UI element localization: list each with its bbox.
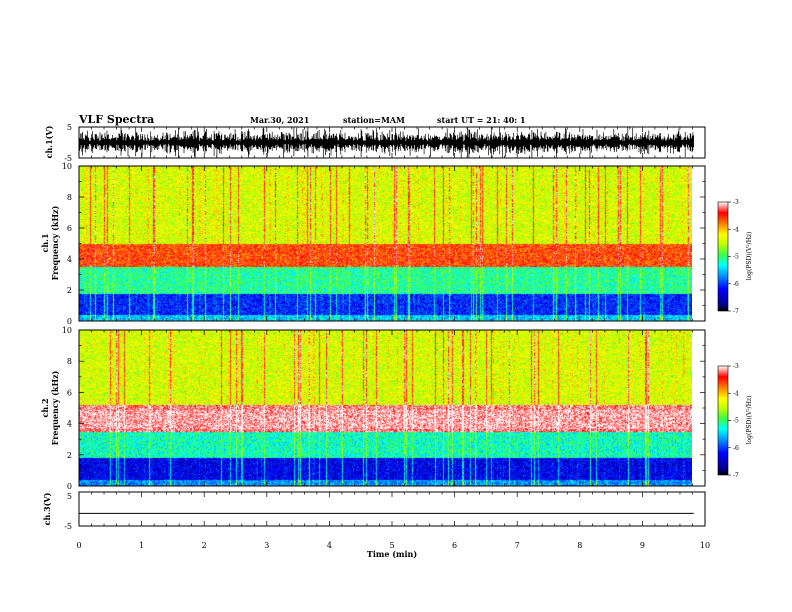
ch2-colorbar-tick: -4 bbox=[733, 390, 739, 397]
ch1-waveform-panel: 5 -5 ch.1(V) bbox=[44, 123, 706, 163]
ch1-colorbar-label: log(PSD)(V²/Hz) bbox=[746, 232, 753, 281]
ch2-ytick-label: 8 bbox=[67, 357, 72, 366]
ch2-colorbar-tick: -6 bbox=[733, 445, 739, 452]
ch2-spectrogram-image bbox=[79, 330, 692, 486]
ch2-ytick-label: 10 bbox=[62, 326, 72, 335]
ch3-waveform-panel: 5 -5 ch.3(V) bbox=[42, 491, 706, 531]
ch1-spectrogram-panel: 0 2 4 6 8 10 ch.1 Frequency (kHz) bbox=[40, 162, 706, 326]
ch2-ytick-label: 6 bbox=[67, 388, 72, 397]
x-tick-label: 6 bbox=[452, 541, 457, 550]
x-tick-label: 3 bbox=[264, 541, 269, 550]
x-tick-label: 9 bbox=[640, 541, 645, 550]
ch2-colorbar-tick: -7 bbox=[733, 472, 739, 479]
x-tick-label: 10 bbox=[700, 541, 710, 550]
ch2-spectrogram-ylabel-frequency: Frequency (kHz) bbox=[50, 370, 60, 445]
x-axis-tick-labels: 0 1 2 3 4 5 6 7 8 9 10 bbox=[76, 541, 710, 550]
ch1-ytick-label: 10 bbox=[62, 162, 72, 171]
x-tick-label: 8 bbox=[577, 541, 582, 550]
x-tick-label: 0 bbox=[76, 541, 81, 550]
figure-title: VLF Spectra bbox=[78, 113, 154, 126]
ch1-colorbar-tick: -5 bbox=[733, 254, 739, 261]
header-date: Mar.30, 2021 bbox=[250, 115, 309, 125]
ch2-ytick-label: 0 bbox=[67, 482, 72, 491]
ch2-spectrogram-ylabel-channel: ch.2 bbox=[40, 398, 50, 417]
ch1-ytick-label: 8 bbox=[67, 193, 72, 202]
x-axis-label: Time (min) bbox=[367, 549, 417, 559]
ch3-ytick-neg5: -5 bbox=[64, 522, 72, 531]
ch1-ytick-label: 2 bbox=[67, 286, 72, 295]
ch1-ytick-5: 5 bbox=[67, 123, 72, 132]
ch1-ytick-label: 0 bbox=[67, 317, 72, 326]
header-start-time: start UT = 21: 40: 1 bbox=[437, 115, 526, 125]
ch1-colorbar-tick: -7 bbox=[733, 308, 739, 315]
ch3-ytick-5: 5 bbox=[67, 492, 72, 501]
x-tick-label: 7 bbox=[515, 541, 520, 550]
header-station: station=MAM bbox=[343, 115, 405, 125]
x-tick-label: 1 bbox=[139, 541, 144, 550]
ch2-colorbar: -3 -4 -5 -6 -7 log(PSD)(V²/Hz) bbox=[717, 363, 753, 479]
ch1-ytick-neg5: -5 bbox=[64, 154, 72, 163]
ch2-colorbar-tick: -5 bbox=[733, 418, 739, 425]
ch1-ytick-label: 4 bbox=[67, 255, 72, 264]
ch1-spectrogram-ylabel-frequency: Frequency (kHz) bbox=[50, 205, 60, 280]
ch1-spectrogram-image bbox=[79, 166, 692, 321]
ch1-colorbar-tick: -3 bbox=[733, 199, 739, 206]
x-tick-label: 5 bbox=[389, 541, 394, 550]
ch2-colorbar-label: log(PSD)(V²/Hz) bbox=[746, 396, 753, 445]
ch3-waveform-ylabel: ch.3(V) bbox=[42, 492, 52, 525]
ch1-ytick-label: 6 bbox=[67, 224, 72, 233]
ch1-colorbar-tick: -4 bbox=[733, 226, 739, 233]
ch1-colorbar-tick: -6 bbox=[733, 281, 739, 288]
ch2-spectrogram-panel: 0 2 4 6 8 10 ch.2 Frequency (kHz) bbox=[40, 326, 706, 491]
ch2-colorbar-tick: -3 bbox=[733, 363, 739, 370]
ch1-spectrogram-ylabel-channel: ch.1 bbox=[40, 233, 50, 252]
x-tick-label: 2 bbox=[202, 541, 207, 550]
x-tick-label: 4 bbox=[327, 541, 332, 550]
ch1-waveform-ylabel: ch.1(V) bbox=[44, 125, 54, 158]
ch2-ytick-label: 2 bbox=[67, 451, 72, 460]
ch1-waveform-trace bbox=[78, 127, 694, 158]
ch2-ytick-label: 4 bbox=[67, 420, 72, 429]
ch1-colorbar: -3 -4 -5 -6 -7 log(PSD)(V²/Hz) bbox=[717, 199, 753, 315]
